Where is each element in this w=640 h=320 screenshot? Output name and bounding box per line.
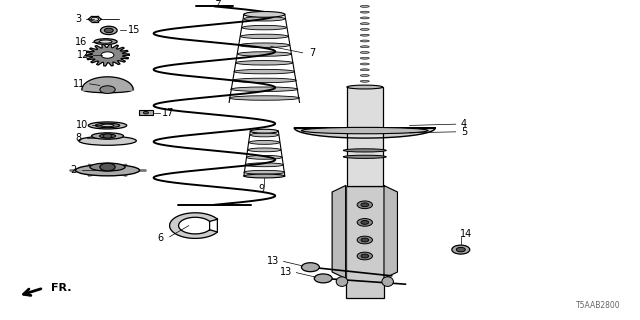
Ellipse shape: [360, 34, 369, 36]
Ellipse shape: [234, 69, 294, 74]
Text: 10: 10: [76, 120, 88, 131]
Circle shape: [104, 28, 113, 33]
Polygon shape: [170, 213, 218, 238]
Ellipse shape: [92, 133, 124, 139]
Ellipse shape: [88, 122, 127, 129]
Circle shape: [357, 201, 372, 209]
Ellipse shape: [249, 140, 280, 144]
Ellipse shape: [360, 5, 369, 7]
Ellipse shape: [360, 63, 369, 65]
Circle shape: [101, 52, 114, 58]
Circle shape: [361, 238, 369, 242]
Circle shape: [361, 203, 369, 207]
Ellipse shape: [101, 124, 114, 127]
FancyBboxPatch shape: [139, 110, 153, 115]
Text: 17: 17: [162, 108, 174, 118]
Text: T5AAB2800: T5AAB2800: [576, 301, 621, 310]
Circle shape: [100, 163, 115, 171]
Text: 2: 2: [70, 165, 77, 175]
Ellipse shape: [245, 163, 284, 167]
Ellipse shape: [242, 25, 287, 30]
Ellipse shape: [360, 11, 369, 13]
Text: FR.: FR.: [51, 283, 72, 293]
Ellipse shape: [100, 134, 116, 138]
Bar: [346, 186, 384, 298]
Circle shape: [357, 252, 372, 260]
Ellipse shape: [360, 17, 369, 19]
Ellipse shape: [360, 28, 369, 30]
Circle shape: [91, 17, 99, 21]
Polygon shape: [384, 186, 397, 278]
Ellipse shape: [82, 86, 133, 93]
Circle shape: [314, 274, 332, 283]
Ellipse shape: [76, 164, 140, 176]
Ellipse shape: [232, 78, 296, 83]
Circle shape: [452, 245, 470, 254]
Text: 6: 6: [157, 233, 163, 244]
Ellipse shape: [90, 163, 125, 171]
Text: 14: 14: [460, 229, 472, 239]
Circle shape: [361, 254, 369, 258]
Polygon shape: [332, 186, 346, 278]
Ellipse shape: [244, 174, 285, 178]
Text: 11: 11: [73, 79, 85, 89]
Ellipse shape: [99, 40, 112, 43]
Text: 12: 12: [77, 50, 90, 60]
Ellipse shape: [250, 129, 278, 133]
Text: 13: 13: [267, 256, 280, 266]
Bar: [347, 87, 383, 186]
Circle shape: [103, 134, 112, 138]
Text: 9: 9: [258, 184, 264, 194]
Circle shape: [456, 247, 465, 252]
Ellipse shape: [360, 40, 369, 42]
Text: 15: 15: [128, 25, 140, 36]
Text: 13: 13: [280, 267, 292, 277]
Polygon shape: [294, 128, 435, 138]
Ellipse shape: [343, 149, 387, 152]
Ellipse shape: [231, 87, 298, 92]
Ellipse shape: [360, 46, 369, 48]
Bar: [362, 87, 368, 128]
Ellipse shape: [343, 155, 387, 158]
Ellipse shape: [236, 60, 293, 65]
Circle shape: [100, 26, 117, 35]
Circle shape: [301, 263, 319, 272]
Circle shape: [361, 220, 369, 224]
Circle shape: [143, 111, 148, 114]
Circle shape: [100, 86, 115, 93]
Ellipse shape: [382, 277, 394, 286]
Ellipse shape: [360, 23, 369, 25]
Ellipse shape: [250, 133, 278, 137]
Ellipse shape: [95, 123, 120, 128]
Ellipse shape: [239, 43, 290, 47]
Ellipse shape: [360, 52, 369, 53]
Ellipse shape: [246, 156, 282, 159]
Ellipse shape: [94, 39, 117, 44]
Ellipse shape: [79, 136, 136, 145]
Ellipse shape: [360, 80, 369, 82]
Circle shape: [357, 219, 372, 226]
Ellipse shape: [301, 127, 428, 134]
Text: 7: 7: [309, 48, 316, 58]
Ellipse shape: [244, 12, 285, 17]
Ellipse shape: [360, 57, 369, 59]
Ellipse shape: [360, 75, 369, 76]
Text: 4: 4: [461, 119, 467, 129]
Text: 8: 8: [76, 132, 82, 143]
Ellipse shape: [244, 170, 285, 174]
Text: 16: 16: [76, 36, 88, 47]
Text: 1: 1: [214, 0, 221, 4]
Ellipse shape: [347, 85, 383, 89]
Ellipse shape: [229, 96, 300, 100]
Circle shape: [357, 236, 372, 244]
Ellipse shape: [237, 52, 291, 56]
Ellipse shape: [248, 148, 281, 152]
Ellipse shape: [244, 17, 285, 21]
Polygon shape: [86, 44, 129, 66]
Ellipse shape: [241, 34, 288, 39]
Ellipse shape: [360, 69, 369, 71]
Text: 3: 3: [76, 14, 82, 24]
Ellipse shape: [336, 277, 348, 286]
Text: 5: 5: [461, 127, 467, 137]
